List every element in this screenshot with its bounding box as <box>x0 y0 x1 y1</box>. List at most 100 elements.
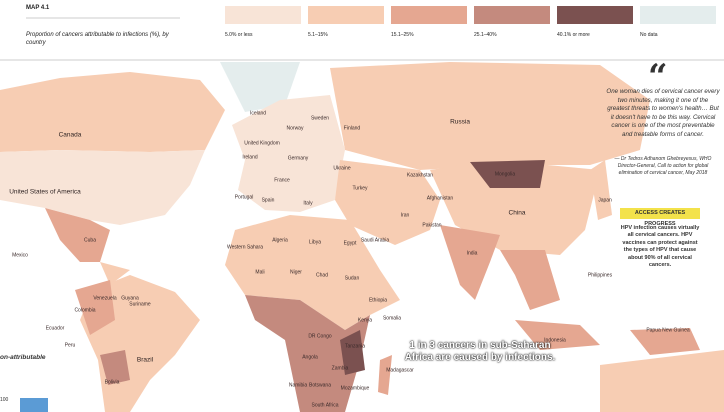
side-box-title: ACCESS CREATES PROGRESS <box>620 208 700 227</box>
country-label: Suriname <box>129 301 151 307</box>
australia <box>600 350 724 412</box>
country-label: Kazakhstan <box>407 172 433 178</box>
country-label: Colombia <box>74 307 95 313</box>
country-label: Guyana <box>121 295 139 301</box>
country-label: Chad <box>316 272 328 278</box>
sub-saharan-africa <box>245 295 370 412</box>
quote-mark: “ <box>648 57 668 97</box>
country-label: Pakistan <box>422 222 441 228</box>
legend-label: 5.1–15% <box>308 32 328 38</box>
country-label: South Africa <box>312 402 339 408</box>
country-label: Zambia <box>332 365 349 371</box>
country-label: Madagascar <box>386 367 414 373</box>
quote: One woman dies of cervical cancer every … <box>606 88 720 138</box>
country-labels: Canada United States of America Mexico Colo… <box>9 110 690 408</box>
country-label: Ecuador <box>46 325 65 331</box>
country-label: Iran <box>401 212 410 218</box>
country-label: Philippines <box>588 272 613 278</box>
country-label: Algeria <box>272 237 288 243</box>
country-label: United States of America <box>9 189 81 196</box>
country-label: France <box>274 177 290 183</box>
north-africa <box>225 215 400 330</box>
legend-label: 25.1–40% <box>474 32 497 38</box>
country-label: Western Sahara <box>227 244 263 250</box>
legend-label: 15.1–25% <box>391 32 414 38</box>
country-label: Libya <box>309 239 321 245</box>
legend-swatch <box>225 6 301 24</box>
country-label: Tanzania <box>345 343 365 349</box>
png <box>630 328 700 355</box>
country-label: DR Congo <box>308 333 332 339</box>
country-label: Finland <box>344 125 361 131</box>
country-label: Mali <box>255 269 264 275</box>
country-label: India <box>467 250 478 256</box>
country-label: Sudan <box>345 275 360 281</box>
left-number: 100 <box>0 397 9 403</box>
country-label: Peru <box>65 342 76 348</box>
country-label: Egypt <box>344 240 357 246</box>
legend-swatch <box>640 6 716 24</box>
country-label: Japan <box>598 197 612 203</box>
country-label: Papua New Guinea <box>646 327 690 333</box>
central-america <box>100 262 130 285</box>
country-label: Niger <box>290 269 302 275</box>
country-label: Afghanistan <box>427 195 454 201</box>
japan <box>590 160 612 220</box>
country-label: Italy <box>303 200 313 206</box>
country-label: Saudi Arabia <box>361 237 390 243</box>
country-label: Botswana <box>309 382 331 388</box>
colombia-peru <box>75 280 115 335</box>
canada <box>0 72 225 152</box>
country-label: Indonesia <box>544 337 566 343</box>
country-label: Spain <box>262 197 275 203</box>
country-label: United Kingdom <box>244 140 280 146</box>
country-label: Mongolia <box>495 171 516 177</box>
east-africa <box>340 330 365 375</box>
country-label: Venezuela <box>93 295 117 301</box>
country-label: Turkey <box>352 185 368 191</box>
legend-swatch <box>308 6 384 24</box>
country-label: Sweden <box>311 115 329 121</box>
legend-label: No data <box>640 32 658 38</box>
country-label: Mozambique <box>341 385 370 391</box>
country-label: Kenya <box>358 317 372 323</box>
country-label: Namibia <box>289 382 308 388</box>
country-label: Brazil <box>137 357 154 364</box>
country-label: Cuba <box>84 237 96 243</box>
mexico <box>45 208 110 262</box>
quote-attribution: — Dr Tedros Adhanom Ghebreyesus, WHO Dir… <box>614 156 712 176</box>
country-label: Portugal <box>235 194 254 200</box>
country-label: Norway <box>287 125 304 131</box>
left-text: on-attributable <box>0 354 46 361</box>
map-title: Proportion of cancers attributable to in… <box>26 32 169 46</box>
india <box>440 225 500 300</box>
callout: 1 in 3 cancers in sub-Saharan Africa are… <box>404 340 556 363</box>
indonesia <box>515 320 600 350</box>
country-label: China <box>509 210 526 217</box>
country-label: Russia <box>450 119 470 126</box>
europe <box>232 95 345 212</box>
greenland <box>220 62 300 112</box>
side-box-text: HPV infection causes virtually all cervi… <box>620 225 700 269</box>
country-label: Iceland <box>250 110 266 116</box>
southeast-asia <box>500 250 560 310</box>
country-label: Mexico <box>12 252 28 258</box>
middle-east <box>335 160 440 245</box>
country-label: Ukraine <box>333 165 350 171</box>
country-label: Germany <box>288 155 309 161</box>
legend-swatch <box>557 6 633 24</box>
country-label: Bolivia <box>105 379 120 385</box>
legend-swatch <box>474 6 550 24</box>
blue-block <box>20 398 48 412</box>
russia <box>330 62 650 170</box>
legend-swatch <box>391 6 467 24</box>
country-label: Canada <box>59 132 82 139</box>
mongolia <box>470 160 545 188</box>
country-label: Ireland <box>242 154 258 160</box>
legend-label: 40.1% or more <box>557 32 590 38</box>
land <box>0 62 724 412</box>
madagascar <box>378 355 392 395</box>
country-label: Somalia <box>383 315 401 321</box>
